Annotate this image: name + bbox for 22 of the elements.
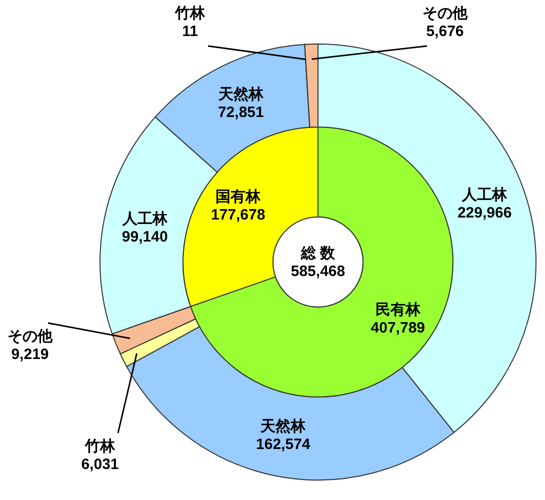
slice-label: 天然林 <box>260 418 307 436</box>
data-label: 72,851 <box>218 104 264 122</box>
data-label: 229,966 <box>457 204 512 222</box>
slice-label: 竹林 <box>174 5 206 22</box>
data-label: 162,574 <box>256 436 311 454</box>
text: 585,468 <box>290 263 346 280</box>
data-label: 9,219 <box>11 346 49 363</box>
data-label: 5,676 <box>426 23 464 40</box>
slice-label: 民有林 <box>375 302 422 319</box>
data-label: 407,789 <box>370 320 426 337</box>
data-label: 177,678 <box>210 206 266 224</box>
text: 総 数 <box>300 245 336 262</box>
slice-label: 人工林 <box>121 210 168 228</box>
data-label: 6,031 <box>81 456 119 473</box>
data-label: 99,140 <box>122 228 168 246</box>
slice-label: 竹林 <box>84 438 116 455</box>
slice-label: 天然林 <box>217 86 264 104</box>
data-label: 11 <box>182 23 198 40</box>
slice-label: 国有林 <box>216 188 262 206</box>
slice-label: その他 <box>422 5 468 22</box>
slice-label: その他 <box>8 328 54 345</box>
slice-label: 人工林 <box>461 186 508 204</box>
